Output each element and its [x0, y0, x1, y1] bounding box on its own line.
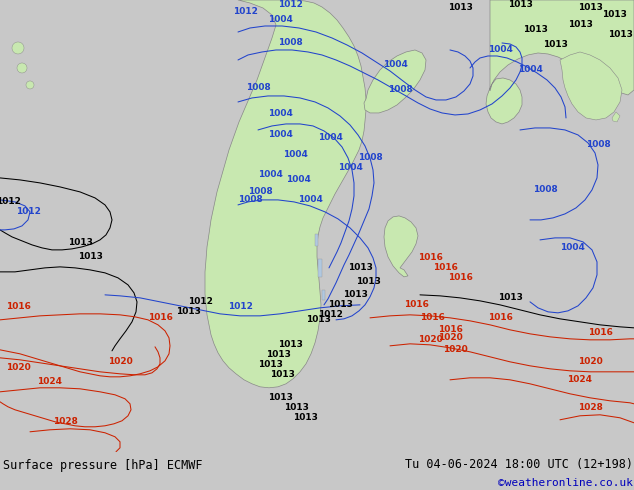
Polygon shape	[364, 50, 426, 113]
Text: 1004: 1004	[488, 46, 512, 54]
Text: 1004: 1004	[283, 150, 307, 159]
Text: 1016: 1016	[6, 302, 30, 311]
Text: 1016: 1016	[588, 328, 612, 337]
Text: 1004: 1004	[297, 196, 323, 204]
Text: 1016: 1016	[437, 325, 462, 334]
Text: 1016: 1016	[432, 263, 458, 272]
Text: 1004: 1004	[337, 164, 363, 172]
Text: 1013: 1013	[77, 252, 103, 261]
Text: 1016: 1016	[448, 273, 472, 282]
Text: 1008: 1008	[358, 153, 382, 162]
Text: 1013: 1013	[257, 360, 282, 369]
Text: 1013: 1013	[268, 393, 292, 402]
Polygon shape	[612, 112, 620, 122]
Text: Tu 04-06-2024 18:00 UTC (12+198): Tu 04-06-2024 18:00 UTC (12+198)	[404, 458, 633, 470]
Text: 1013: 1013	[283, 403, 308, 412]
Text: ©weatheronline.co.uk: ©weatheronline.co.uk	[498, 478, 633, 488]
Text: 1016: 1016	[418, 253, 443, 262]
Text: 1004: 1004	[517, 66, 543, 74]
Text: 1004: 1004	[268, 130, 292, 140]
Text: 1008: 1008	[245, 83, 270, 93]
Text: 1020: 1020	[578, 357, 602, 367]
Circle shape	[12, 42, 24, 54]
Text: 1008: 1008	[586, 141, 611, 149]
Text: 1013: 1013	[176, 307, 200, 317]
Text: 1016: 1016	[148, 313, 172, 322]
Text: 1004: 1004	[560, 244, 585, 252]
Polygon shape	[384, 216, 418, 277]
Text: 1020: 1020	[437, 333, 462, 343]
Text: 1013: 1013	[508, 0, 533, 9]
Text: 1013: 1013	[607, 30, 633, 40]
Text: 1012: 1012	[16, 207, 41, 217]
Text: 1008: 1008	[238, 196, 262, 204]
Text: 1013: 1013	[448, 3, 472, 13]
Text: 1013: 1013	[306, 316, 330, 324]
Text: 1020: 1020	[443, 345, 467, 354]
Text: 1013: 1013	[269, 370, 294, 379]
Text: 1013: 1013	[68, 238, 93, 247]
Text: 1028: 1028	[53, 417, 77, 426]
Text: 1016: 1016	[404, 300, 429, 309]
Polygon shape	[560, 52, 622, 120]
Text: 1004: 1004	[268, 109, 292, 119]
Text: 1020: 1020	[6, 363, 30, 372]
Text: 1012: 1012	[188, 297, 212, 306]
Text: 1004: 1004	[268, 16, 292, 24]
Text: 1013: 1013	[578, 3, 602, 13]
Text: 1016: 1016	[420, 313, 444, 322]
Text: 1012: 1012	[228, 302, 252, 311]
Text: 1028: 1028	[578, 403, 602, 412]
Text: 1004: 1004	[257, 171, 282, 179]
Circle shape	[17, 63, 27, 73]
Text: 1008: 1008	[387, 85, 412, 95]
Text: 1004: 1004	[285, 175, 311, 184]
Text: 1013: 1013	[522, 25, 547, 34]
Text: 1020: 1020	[108, 357, 133, 367]
Text: 1004: 1004	[382, 60, 408, 70]
Text: Surface pressure [hPa] ECMWF: Surface pressure [hPa] ECMWF	[3, 459, 203, 472]
Polygon shape	[205, 0, 366, 388]
Text: 1008: 1008	[278, 39, 302, 48]
Text: 1024: 1024	[567, 375, 593, 384]
Text: 1013: 1013	[543, 41, 567, 49]
Text: 1013: 1013	[347, 263, 372, 272]
Text: 1004: 1004	[318, 133, 342, 143]
Text: 1013: 1013	[356, 277, 380, 286]
Text: 1013: 1013	[278, 341, 302, 349]
Text: 1012: 1012	[318, 310, 342, 319]
Text: 1024: 1024	[37, 377, 63, 386]
Text: 1013: 1013	[266, 350, 290, 359]
Text: 1013: 1013	[498, 294, 522, 302]
Polygon shape	[486, 0, 634, 124]
Bar	[318, 259, 322, 277]
Text: 1012: 1012	[0, 197, 20, 206]
Circle shape	[26, 81, 34, 89]
Text: 1008: 1008	[248, 187, 273, 196]
Text: 1012: 1012	[278, 0, 302, 9]
Text: 1020: 1020	[418, 335, 443, 344]
Text: 1013: 1013	[602, 10, 626, 20]
Text: 1012: 1012	[233, 7, 257, 17]
Bar	[322, 290, 325, 300]
Bar	[315, 234, 318, 246]
Text: 1008: 1008	[533, 185, 557, 195]
Text: 1013: 1013	[328, 300, 353, 309]
Text: 1013: 1013	[292, 413, 318, 422]
Text: 1016: 1016	[488, 313, 512, 322]
Text: 1013: 1013	[567, 21, 592, 29]
Text: 1013: 1013	[342, 291, 368, 299]
